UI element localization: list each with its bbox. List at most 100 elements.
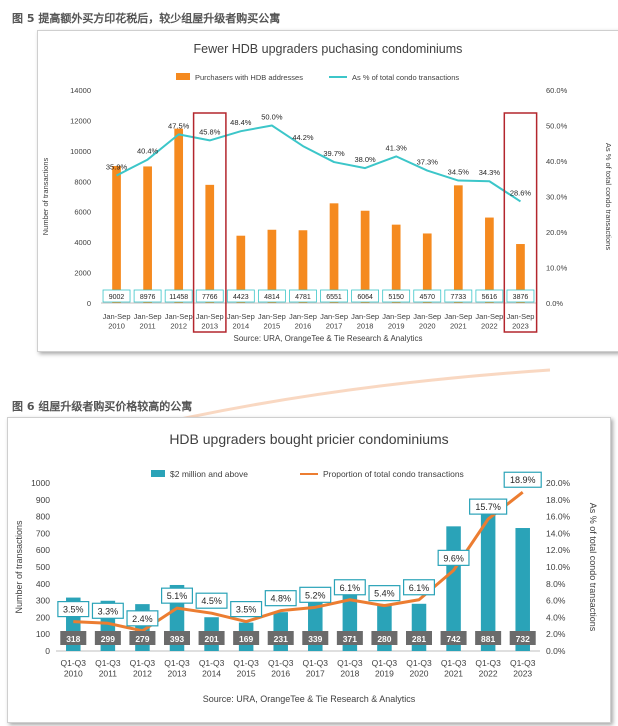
line-label-box [299,586,332,603]
y-axis-title-right: As % of total condo transactions [604,143,613,250]
bar-value-box [164,289,193,303]
y-tick-label-right: 0.0% [546,299,563,308]
x-tick-label-year: 2017 [326,322,343,331]
y-tick-label: 1000 [31,478,50,488]
bar-value-box [475,289,504,303]
line-data-label: 6.1% [409,583,430,593]
bar-value-label: 231 [274,634,288,644]
y-tick-label: 4000 [74,238,91,247]
bar-value-label: 881 [481,634,495,644]
chart-source: Source: URA, OrangeTee & Tie Research & … [234,334,423,343]
bar-value-label: 169 [239,634,253,644]
legend-swatch-bar [176,73,190,80]
x-tick-label-year: 2016 [271,669,290,679]
x-tick-label: Q1-Q3 [233,658,259,668]
y-tick-label-right: 10.0% [546,264,568,273]
x-tick-label: Jan-Sep [134,312,162,321]
x-tick-label: Jan-Sep [444,312,472,321]
line-data-label: 41.3% [386,143,408,152]
x-tick-label-year: 2010 [64,669,83,679]
line-data-label: 15.7% [475,502,501,512]
legend-label-line: Proportion of total condo transactions [323,469,464,479]
x-tick-label-year: 2010 [108,322,125,331]
line-data-label: 5.1% [167,591,188,601]
line-data-label: 3.5% [63,605,84,615]
chart-panel-2: HDB upgraders bought pricier condominium… [7,417,611,723]
y-axis-title-right: As % of total condo transactions [588,503,598,632]
bar-value-box [351,289,380,303]
x-tick-label-year: 2021 [450,322,467,331]
y-tick-label-right: 18.0% [546,495,571,505]
bar-value-box [129,631,156,645]
y-tick-label: 12000 [70,116,91,125]
chart-1-svg: Fewer HDB upgraders puchasing condominiu… [41,42,613,343]
y-tick-label-right: 12.0% [546,545,571,555]
bar-value-box [406,631,432,645]
bar-value-box [509,631,536,645]
x-tick-label-year: 2013 [201,322,218,331]
x-tick-label-year: 2018 [357,322,374,331]
bar [480,502,496,651]
line-data-label: 47.5% [168,121,190,130]
line-data-label: 2.4% [132,614,153,624]
bar-value-label: 281 [412,634,426,644]
bar [205,184,215,303]
bar-value-label: 4570 [419,294,435,301]
bar-value-box [413,289,442,303]
bar-value-box [164,631,190,645]
line-data-label: 3.3% [98,606,119,616]
x-tick-label: Q1-Q3 [199,658,225,668]
series-line [116,124,522,203]
x-tick-label: Q1-Q3 [303,658,329,668]
legend-label-line: As % of total condo transactions [352,73,459,82]
bar-value-label: 5150 [388,294,404,301]
x-tick-label-year: 2011 [140,322,156,331]
y-tick-label: 800 [36,512,50,522]
x-tick-label: Jan-Sep [258,312,286,321]
y-tick-label-right: 30.0% [546,193,568,202]
y-tick-label: 0 [87,299,91,308]
bar-value-box [506,289,535,303]
line-data-label: 50.0% [261,113,283,122]
bar-value-box [195,289,224,303]
bar [236,235,246,303]
x-tick-label: Jan-Sep [382,312,410,321]
y-tick-label: 600 [36,545,50,555]
chart-title: Fewer HDB upgraders puchasing condominiu… [194,42,463,56]
line-label-box [403,579,436,596]
bar-value-label: 279 [135,634,149,644]
bar-value-box [60,631,87,645]
y-tick-label-right: 4.0% [546,612,566,622]
x-tick-label: Q1-Q3 [510,658,536,668]
line-data-label: 40.4% [137,147,159,156]
bar-value-box [233,631,260,645]
bar-value-box [371,631,398,645]
y-tick-label-right: 6.0% [546,596,566,606]
x-tick-label: Jan-Sep [351,312,379,321]
y-axis-title: Number of transactions [41,157,50,235]
y-tick-label: 10000 [70,147,91,156]
bar-value-label: 201 [204,634,218,644]
bar [360,210,370,303]
series-line [73,491,524,633]
line-label-box [57,601,90,618]
bar-value-box [444,289,473,303]
bar [516,244,525,303]
bar-value-box [440,631,467,645]
bar-value-box [475,631,502,645]
chart-source: Source: URA, OrangeTee & Tie Research & … [203,694,416,704]
bar-value-label: 6064 [357,294,373,301]
bar [453,185,463,303]
line-data-label: 39.7% [323,149,345,158]
x-tick-label: Q1-Q3 [441,658,467,668]
bar-value-label: 7766 [202,294,218,301]
bar [298,230,308,303]
figure-6-caption: 图 6 组屋升级者购买价格较高的公寓 [12,400,193,413]
x-tick-label-year: 2014 [232,322,249,331]
y-tick-label: 0 [45,646,50,656]
y-tick-label: 700 [36,528,50,538]
y-tick-label: 400 [36,579,50,589]
x-tick-label-year: 2023 [513,669,532,679]
line-data-label: 38.0% [354,155,376,164]
y-tick-label: 8000 [74,177,91,186]
